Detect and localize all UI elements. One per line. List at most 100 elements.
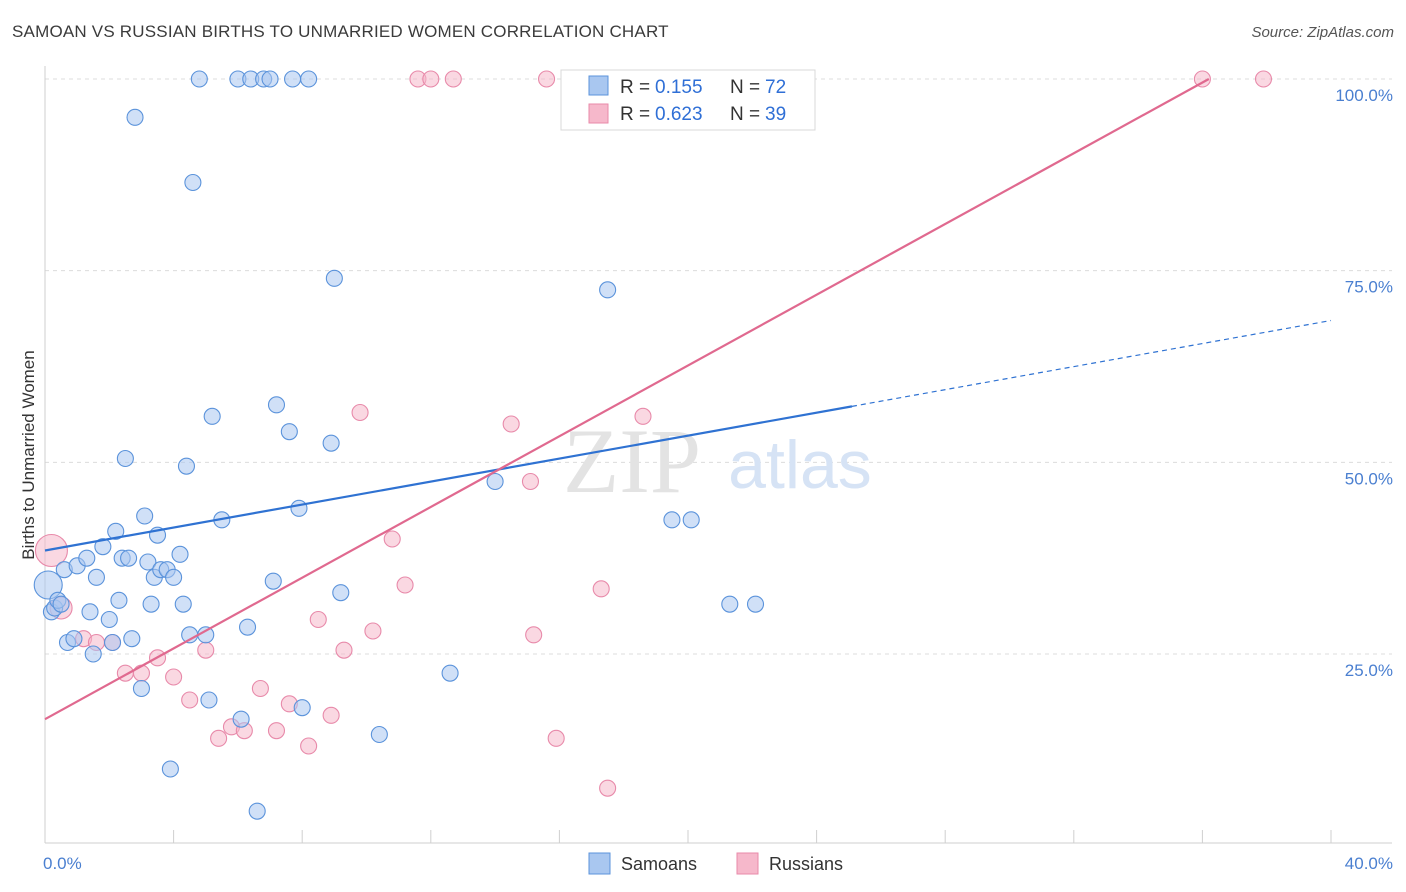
samoan-point	[78, 549, 96, 567]
russian-point	[34, 533, 68, 568]
samoan-trend-extension	[851, 319, 1332, 407]
samoan-point	[87, 568, 105, 586]
russian-point	[444, 70, 462, 88]
russian-trend-line	[44, 78, 1210, 721]
russian-point	[210, 729, 228, 747]
samoan-point	[280, 423, 298, 441]
legend-r-label-russians: R =	[620, 104, 650, 125]
chart-title: SAMOAN VS RUSSIAN BIRTHS TO UNMARRIED WO…	[12, 22, 669, 41]
x-tick-label-40: 40.0%	[1345, 854, 1393, 873]
samoan-point	[165, 568, 183, 586]
legend-r-samoans: 0.155	[655, 77, 703, 98]
russian-point	[364, 622, 382, 640]
samoan-point	[441, 664, 459, 682]
bottom-legend-swatch-samoans	[588, 852, 611, 875]
samoan-point	[300, 70, 318, 88]
samoan-point	[261, 70, 279, 88]
russian-point	[165, 668, 183, 686]
samoan-point	[290, 499, 308, 517]
samoan-point	[116, 449, 134, 468]
samoan-point	[52, 595, 70, 613]
watermark: ZIP atlas	[563, 410, 872, 512]
samoan-point	[264, 572, 282, 590]
samoan-point	[486, 472, 504, 491]
russian-point	[599, 779, 617, 797]
russian-point	[132, 664, 150, 682]
samoan-point	[132, 679, 150, 698]
bottom-legend: Samoans Russians	[588, 852, 843, 875]
bottom-legend-swatch-russians	[736, 852, 759, 875]
samoan-point	[142, 595, 160, 613]
samoan-point	[94, 538, 112, 556]
y-tick-label-100: 100.0%	[1335, 86, 1393, 105]
samoan-points	[33, 70, 765, 820]
samoan-point	[293, 699, 311, 717]
samoan-point	[107, 522, 125, 540]
y-tick-labels: 25.0% 50.0% 75.0% 100.0%	[1335, 86, 1393, 680]
samoan-point	[682, 511, 700, 529]
russian-point	[181, 691, 199, 709]
russian-point	[1254, 70, 1273, 88]
samoan-point	[81, 603, 99, 621]
russian-point	[267, 722, 286, 740]
samoan-point	[84, 645, 102, 663]
y-tick-label-75: 75.0%	[1345, 278, 1393, 297]
y-axis-title: Births to Unmarried Women	[19, 350, 38, 559]
samoan-point	[120, 549, 138, 567]
russian-point	[525, 626, 543, 644]
bottom-legend-samoans: Samoans	[621, 854, 697, 874]
legend-swatch-russians	[588, 103, 609, 124]
russian-point	[1193, 70, 1211, 88]
bottom-legend-russians: Russians	[769, 854, 843, 874]
samoan-point	[136, 507, 154, 525]
samoan-point	[663, 511, 681, 529]
samoan-point	[322, 434, 340, 452]
russian-point	[335, 641, 353, 659]
samoan-point	[746, 595, 765, 613]
samoan-trend-line	[44, 405, 853, 552]
legend-n-samoans: 72	[765, 77, 786, 98]
x-tick-label-0: 0.0%	[43, 854, 82, 873]
russian-point	[383, 530, 401, 548]
samoan-point	[721, 595, 739, 613]
samoan-point	[599, 281, 617, 299]
y-tick-label-50: 50.0%	[1345, 469, 1393, 488]
legend-swatch-samoans	[588, 75, 609, 96]
samoan-point	[200, 691, 218, 709]
russian-point	[322, 706, 340, 724]
samoan-point	[232, 710, 250, 728]
legend-n-russians: 39	[765, 104, 786, 125]
legend-r-label-samoans: R =	[620, 77, 650, 98]
samoan-point	[203, 407, 221, 425]
y-tick-label-25: 25.0%	[1345, 661, 1393, 680]
russian-point	[537, 70, 556, 88]
samoan-point	[284, 70, 302, 88]
russian-point	[251, 679, 269, 698]
samoan-point	[110, 591, 128, 609]
samoan-point	[123, 630, 141, 648]
samoan-point	[190, 70, 208, 88]
samoan-point	[248, 802, 266, 820]
samoan-point	[332, 584, 350, 602]
russian-point	[592, 580, 610, 598]
russian-point	[309, 610, 327, 629]
samoan-point	[267, 396, 286, 414]
legend-r-russians: 0.623	[655, 104, 703, 125]
russian-point	[396, 576, 414, 594]
samoan-point	[174, 595, 192, 613]
samoan-point	[100, 610, 118, 629]
source-label: Source: ZipAtlas.com	[1251, 24, 1394, 41]
samoan-point	[33, 570, 63, 600]
russian-point	[351, 403, 369, 422]
x-tick-labels: 0.0% 40.0%	[43, 854, 1393, 873]
legend: R = 0.155 N = 72 R = 0.623 N = 39	[560, 69, 816, 131]
axes	[44, 66, 1392, 844]
russian-point	[300, 737, 318, 755]
russian-point	[502, 415, 520, 433]
samoan-point	[161, 760, 179, 778]
samoan-point	[171, 545, 189, 563]
samoan-point	[370, 725, 388, 744]
trend-lines	[44, 78, 1332, 721]
russian-point	[521, 472, 540, 491]
samoan-point	[184, 173, 202, 192]
